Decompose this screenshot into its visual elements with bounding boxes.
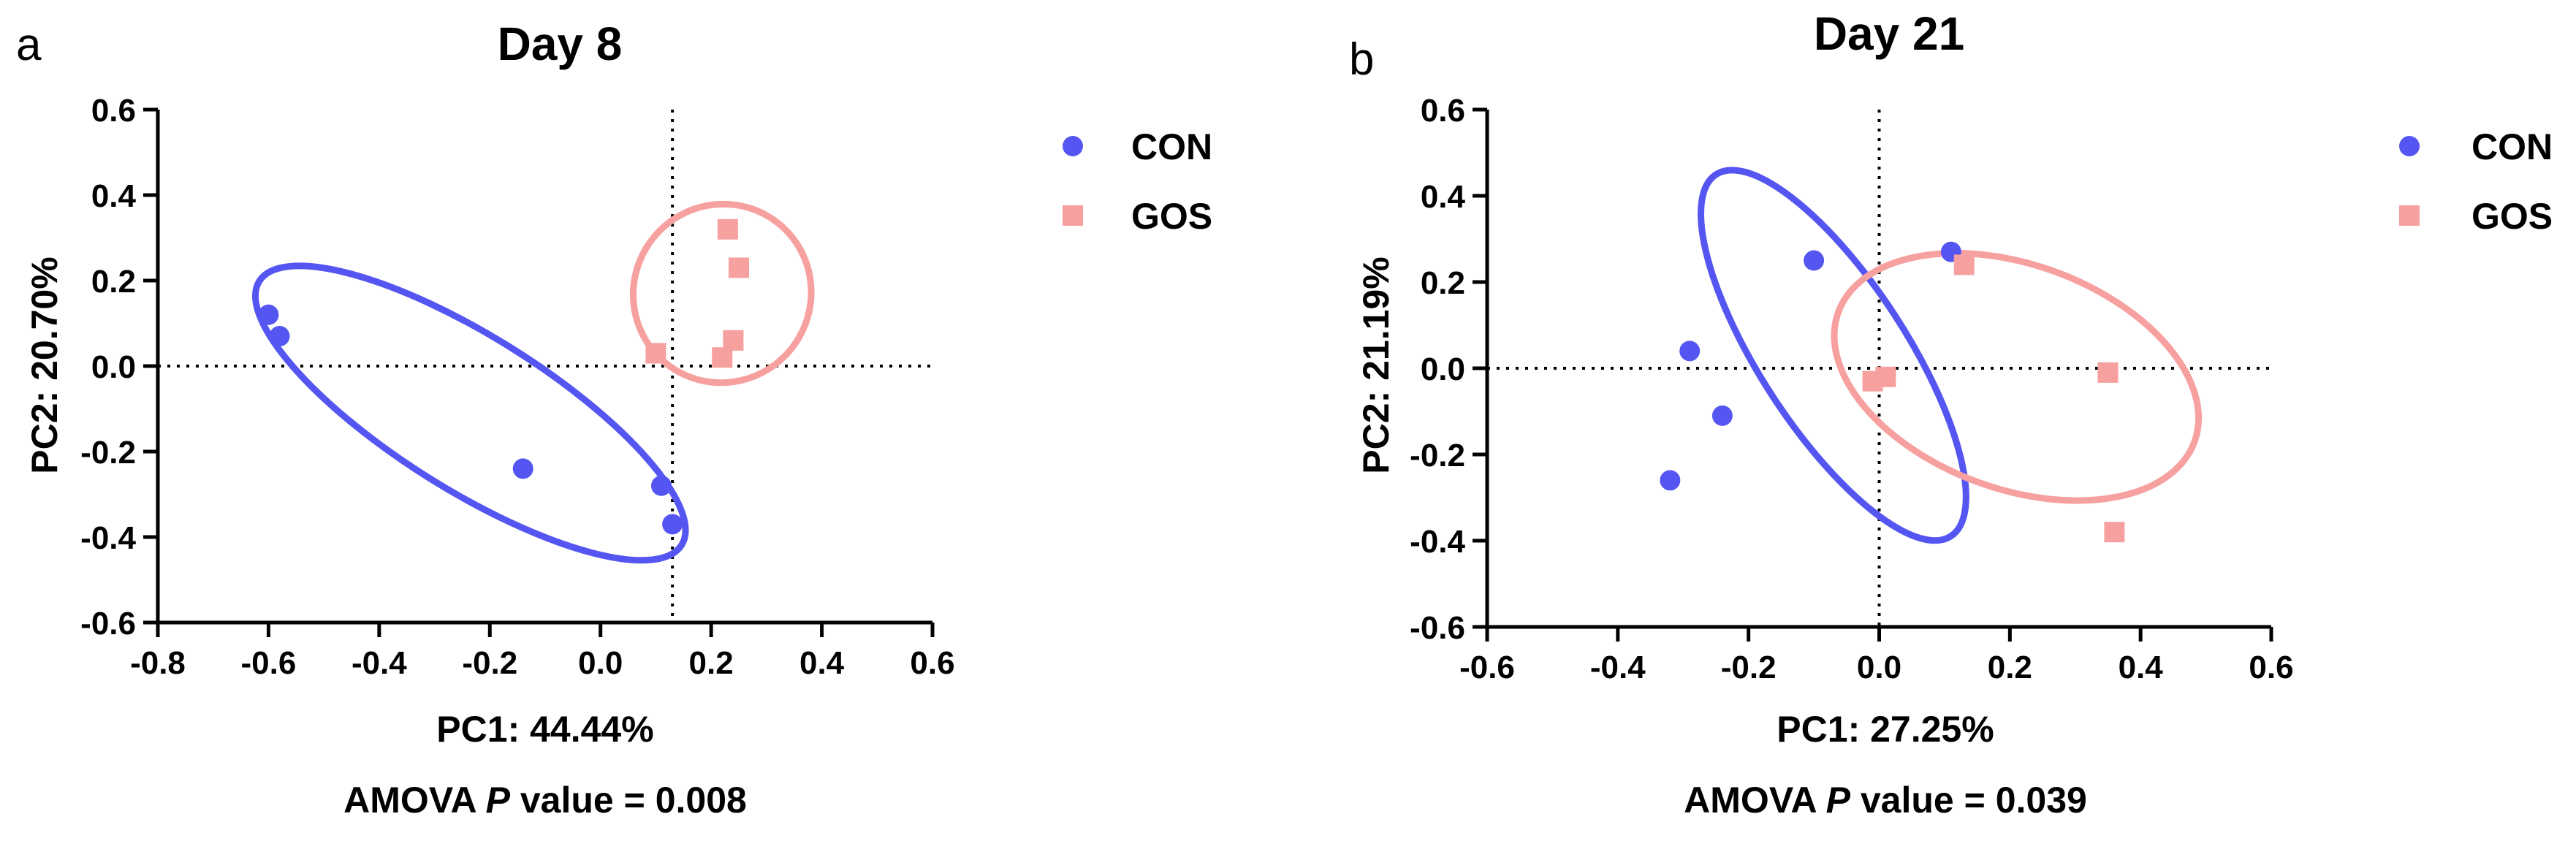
panel-a: a Day 8 PC1: 44.44% PC2: 20.70% AMOVA P …	[16, 18, 1212, 821]
y-tick-label: 0.6	[91, 93, 136, 129]
x-tick-label: 0.6	[2249, 650, 2293, 685]
x-tick-label: -0.8	[130, 645, 186, 681]
panel-b-y-axis-label: PC2: 21.19%	[1356, 256, 1397, 473]
x-tick-label: -0.4	[1590, 650, 1646, 685]
point-gos	[712, 347, 733, 368]
point-con	[1804, 250, 1825, 271]
panel-b-label: b	[1349, 34, 1374, 85]
panel-b-amova-suffix: value = 0.039	[1850, 780, 2087, 821]
ellipse-con	[252, 262, 689, 564]
ellipse-gos	[1831, 250, 2203, 504]
point-con	[1711, 405, 1733, 426]
y-tick-label: 0.6	[1421, 93, 1465, 129]
legend-con-marker	[1063, 136, 1083, 156]
point-gos	[2104, 522, 2125, 543]
x-tick-label: -0.2	[462, 645, 517, 681]
y-tick-label: -0.2	[80, 435, 136, 471]
panel-b-plot-area	[1487, 110, 2271, 627]
point-con	[651, 475, 672, 496]
point-con	[258, 304, 279, 325]
x-tick-label: 0.6	[910, 645, 954, 681]
panel-a-x-axis-label: PC1: 44.44%	[436, 709, 653, 750]
panel-b-amova-prefix: AMOVA	[1684, 780, 1825, 821]
ellipse-gos	[629, 200, 815, 387]
ellipse-con	[1698, 167, 1969, 544]
point-gos	[717, 218, 738, 240]
panel-b-legend: CON GOS	[2399, 126, 2553, 237]
x-tick-label: 0.2	[689, 645, 734, 681]
x-tick-label: -0.4	[352, 645, 407, 681]
panel-b-x-axis-label: PC1: 27.25%	[1777, 709, 1994, 750]
y-tick-label: 0.2	[91, 264, 136, 300]
x-tick-label: 0.2	[1988, 650, 2032, 685]
point-con	[662, 514, 683, 535]
x-tick-label: 0.4	[2119, 650, 2164, 685]
x-tick-label: 0.0	[578, 645, 623, 681]
legend-gos-label: GOS	[1131, 196, 1212, 237]
point-gos	[729, 257, 749, 278]
panel-a-legend: CON GOS	[1063, 126, 1212, 237]
panel-a-amova-p: P	[486, 780, 511, 821]
point-con	[512, 458, 533, 479]
panel-a-amova-suffix: value = 0.008	[510, 780, 747, 821]
x-tick-label: -0.6	[1459, 650, 1515, 685]
point-con	[269, 326, 290, 347]
legend-con-label: CON	[2471, 126, 2553, 167]
point-gos	[723, 330, 744, 351]
point-con	[1679, 340, 1701, 362]
panel-b: b Day 21 PC1: 27.25% PC2: 21.19% AMOVA P…	[1349, 7, 2553, 821]
panel-a-title: Day 8	[498, 18, 623, 70]
panel-a-y-axis-label: PC2: 20.70%	[24, 256, 65, 473]
y-tick-label: 0.4	[91, 178, 137, 214]
x-tick-label: 0.4	[799, 645, 845, 681]
legend-gos-marker	[2399, 205, 2420, 226]
panel-a-plot-area	[158, 110, 932, 623]
legend-con-marker	[2399, 136, 2420, 156]
panel-b-amova-p: P	[1826, 780, 1851, 821]
panel-a-amova-prefix: AMOVA	[343, 780, 485, 821]
panel-b-amova-caption: AMOVA P value = 0.039	[1684, 780, 2087, 821]
x-tick-label: -0.6	[241, 645, 297, 681]
legend-gos-marker	[1063, 205, 1083, 226]
x-tick-label: -0.2	[1721, 650, 1777, 685]
point-gos	[645, 343, 666, 364]
y-tick-label: 0.0	[1421, 351, 1465, 387]
point-gos	[2097, 362, 2119, 383]
point-con	[1660, 470, 1681, 491]
panel-a-label: a	[16, 20, 42, 70]
y-tick-label: -0.6	[80, 606, 136, 642]
point-gos	[1875, 366, 1896, 387]
y-tick-label: -0.6	[1410, 610, 1465, 646]
y-tick-label: 0.0	[91, 349, 136, 385]
y-tick-label: -0.2	[1410, 438, 1465, 473]
panel-b-title: Day 21	[1814, 7, 1964, 60]
point-gos	[1953, 254, 1975, 275]
y-tick-label: -0.4	[80, 520, 136, 556]
y-tick-label: 0.4	[1421, 179, 1466, 215]
x-tick-label: 0.0	[1857, 650, 1901, 685]
panel-a-amova-caption: AMOVA P value = 0.008	[343, 780, 747, 821]
y-tick-label: -0.4	[1410, 524, 1465, 560]
y-tick-label: 0.2	[1421, 265, 1465, 301]
legend-gos-label: GOS	[2471, 196, 2553, 237]
legend-con-label: CON	[1131, 126, 1212, 167]
